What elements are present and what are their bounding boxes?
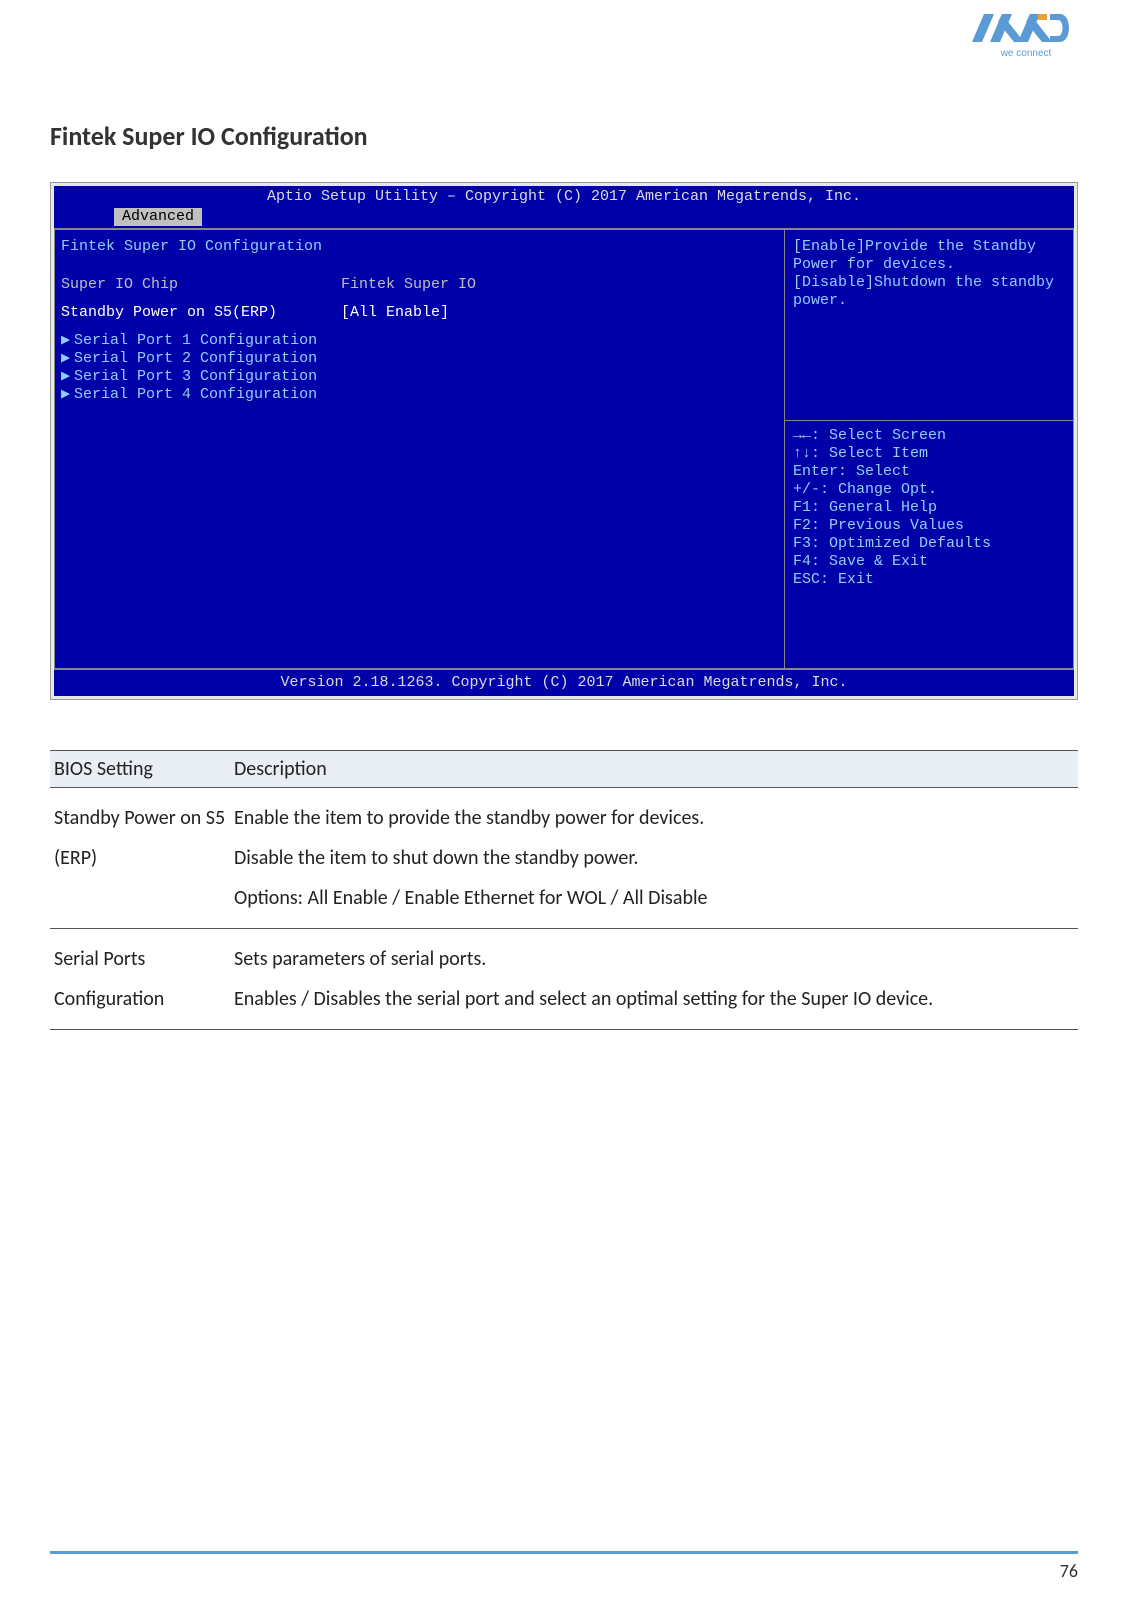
bios-help-line: F1: General Help [793, 499, 1065, 517]
bios-section-heading: Fintek Super IO Configuration [61, 238, 774, 256]
table-cell-desc: Sets parameters of serial ports.Enables … [230, 929, 1078, 1030]
bios-submenu-item[interactable]: ▶Serial Port 4 Configuration [61, 386, 774, 404]
brand-logo: we connect [968, 10, 1078, 65]
bios-titlebar: Aptio Setup Utility – Copyright (C) 2017… [54, 186, 1074, 208]
bios-screenshot: Aptio Setup Utility – Copyright (C) 2017… [50, 182, 1078, 700]
bios-tab-row: Advanced [54, 208, 1074, 228]
bios-help-line: ↑↓: Select Item [793, 445, 1065, 463]
table-cell-desc: Enable the item to provide the standby p… [230, 788, 1078, 929]
bios-help-line: F2: Previous Values [793, 517, 1065, 535]
bios-help-line: ESC: Exit [793, 571, 1065, 589]
triangle-right-icon: ▶ [61, 332, 70, 349]
bios-help-line: →←: Select Screen [793, 427, 1065, 445]
bios-key-help: →←: Select Screen↑↓: Select ItemEnter: S… [793, 427, 1065, 589]
bios-row-chip: Super IO Chip Fintek Super IO [61, 276, 774, 294]
bios-standby-value: [All Enable] [341, 304, 774, 322]
bios-help-line: F3: Optimized Defaults [793, 535, 1065, 553]
settings-table: BIOS Setting Description Standby Power o… [50, 750, 1078, 1030]
bios-left-panel: Fintek Super IO Configuration Super IO C… [54, 229, 784, 669]
bios-row-standby[interactable]: Standby Power on S5(ERP) [All Enable] [61, 304, 774, 322]
triangle-right-icon: ▶ [61, 368, 70, 385]
table-header-setting: BIOS Setting [50, 751, 230, 788]
bios-tab-advanced[interactable]: Advanced [114, 208, 202, 226]
bios-help-line: Enter: Select [793, 463, 1065, 481]
table-header-desc: Description [230, 751, 1078, 788]
bios-chip-label: Super IO Chip [61, 276, 341, 294]
table-row: Standby Power on S5 (ERP)Enable the item… [50, 788, 1078, 929]
bios-submenu-item[interactable]: ▶Serial Port 2 Configuration [61, 350, 774, 368]
logo-tagline: we connect [1000, 48, 1052, 59]
bios-standby-label: Standby Power on S5(ERP) [61, 304, 341, 322]
bios-help-description: [Enable]Provide the Standby Power for de… [793, 238, 1065, 310]
bios-submenu-item[interactable]: ▶Serial Port 1 Configuration [61, 332, 774, 350]
table-cell-setting: Standby Power on S5 (ERP) [50, 788, 230, 929]
bios-submenu-item[interactable]: ▶Serial Port 3 Configuration [61, 368, 774, 386]
bios-help-line: +/-: Change Opt. [793, 481, 1065, 499]
table-row: Serial Ports ConfigurationSets parameter… [50, 929, 1078, 1030]
bios-help-line: F4: Save & Exit [793, 553, 1065, 571]
page-footer: 76 [50, 1551, 1078, 1582]
bios-desc-line: power. [793, 292, 1065, 310]
triangle-right-icon: ▶ [61, 386, 70, 403]
page-number: 76 [1060, 1560, 1078, 1582]
page-title: Fintek Super IO Configuration [50, 120, 1078, 152]
bios-footer: Version 2.18.1263. Copyright (C) 2017 Am… [54, 669, 1074, 696]
bios-right-panel: [Enable]Provide the Standby Power for de… [784, 229, 1074, 669]
bios-chip-value: Fintek Super IO [341, 276, 774, 294]
bios-desc-line: [Enable]Provide the Standby [793, 238, 1065, 256]
bios-desc-line: Power for devices. [793, 256, 1065, 274]
triangle-right-icon: ▶ [61, 350, 70, 367]
table-cell-setting: Serial Ports Configuration [50, 929, 230, 1030]
bios-desc-line: [Disable]Shutdown the standby [793, 274, 1065, 292]
